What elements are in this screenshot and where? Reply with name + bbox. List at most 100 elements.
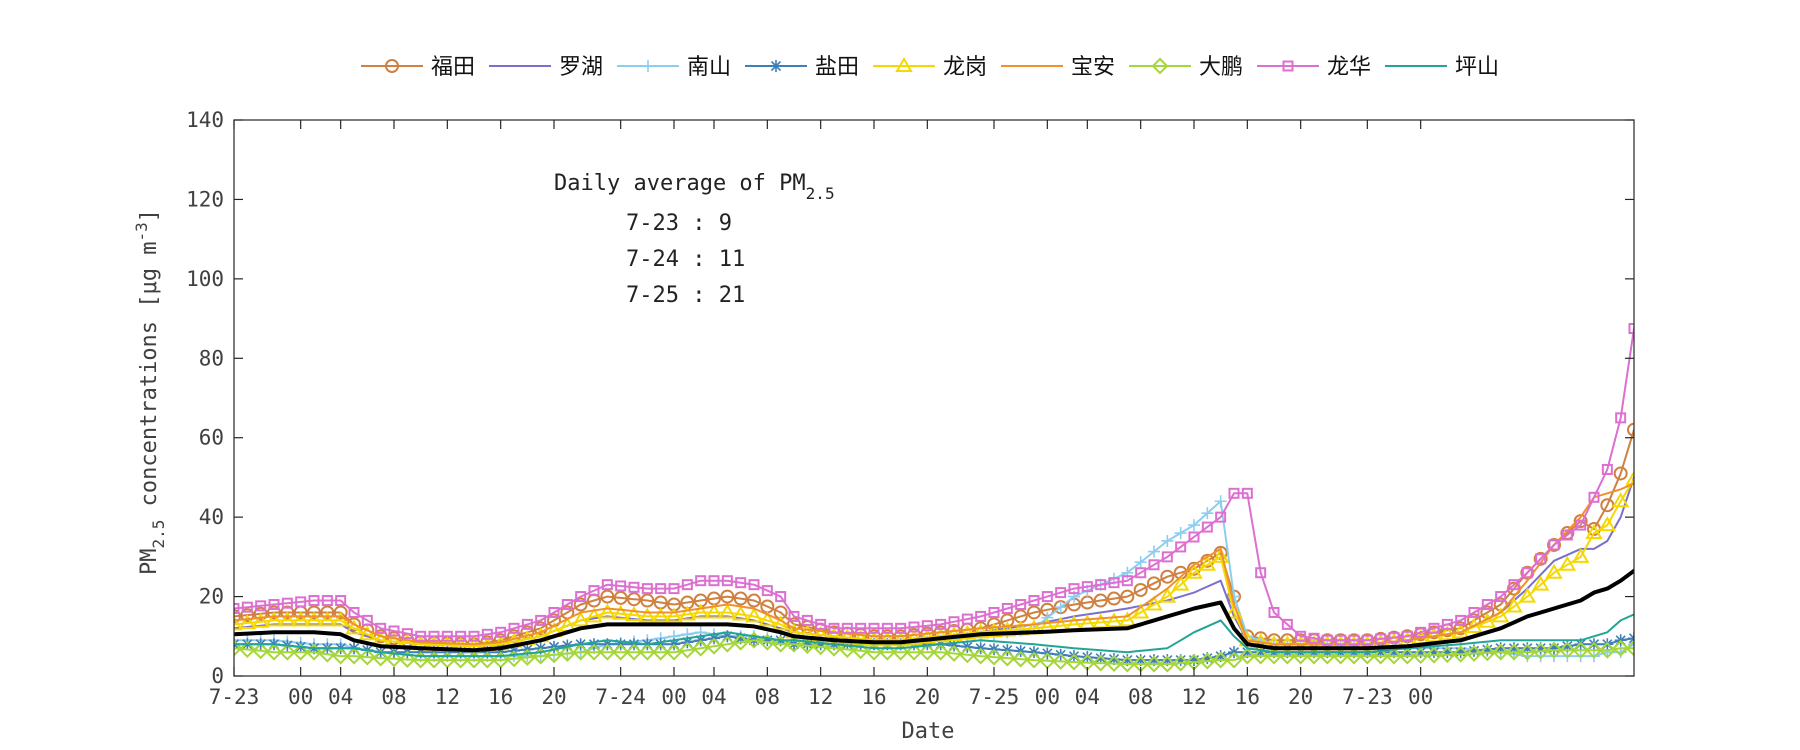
y-tick-label: 80 <box>199 346 224 370</box>
data-point <box>1345 647 1363 665</box>
data-point <box>625 606 643 622</box>
data-point <box>1532 642 1550 660</box>
data-point <box>385 650 403 668</box>
data-point <box>308 595 320 607</box>
series-line <box>234 321 1634 642</box>
data-point <box>1335 634 1347 646</box>
data-point <box>455 630 467 642</box>
data-point <box>798 637 816 654</box>
legend-item-宝安: 宝安 <box>1001 55 1115 80</box>
data-point <box>948 616 960 628</box>
data-point <box>1054 601 1067 614</box>
data-point <box>1427 625 1441 640</box>
data-point <box>1201 521 1213 533</box>
data-point <box>678 605 697 621</box>
data-point <box>918 628 937 644</box>
annotation-title: Daily average of PM2.5 <box>554 171 835 203</box>
series-宝安 <box>234 482 1634 646</box>
data-point <box>1133 582 1148 597</box>
x-tick-label: 04 <box>701 685 726 709</box>
data-point <box>681 579 693 591</box>
data-point <box>1171 575 1190 591</box>
data-point <box>734 632 747 645</box>
data-point <box>1012 650 1030 668</box>
data-point <box>558 645 576 662</box>
data-point <box>585 607 603 623</box>
data-point <box>1412 647 1430 665</box>
data-point <box>1561 640 1574 653</box>
data-point <box>372 649 390 667</box>
data-point <box>1361 634 1373 646</box>
data-point <box>1414 646 1427 659</box>
data-point <box>428 630 440 642</box>
y-tick-label: 40 <box>199 505 224 529</box>
data-point <box>1015 599 1027 611</box>
data-point <box>598 603 617 619</box>
data-point <box>878 643 896 661</box>
data-point <box>291 611 310 627</box>
data-point <box>841 622 853 634</box>
legend-item-龙岗: 龙岗 <box>873 55 987 80</box>
x-tick-label: 16 <box>1235 685 1260 709</box>
data-point <box>278 643 296 661</box>
data-point <box>1268 606 1280 618</box>
data-point <box>1188 531 1200 543</box>
data-point <box>1374 646 1387 659</box>
data-point <box>892 643 910 661</box>
data-point <box>1441 646 1454 659</box>
data-point <box>278 611 297 627</box>
data-point <box>961 613 973 625</box>
data-point <box>1694 637 1708 651</box>
data-point <box>1254 646 1267 659</box>
data-point <box>1425 646 1443 664</box>
data-point <box>1615 412 1627 424</box>
data-point <box>788 610 800 622</box>
data-point <box>945 645 963 662</box>
data-point <box>1611 492 1630 508</box>
data-point <box>720 589 735 604</box>
data-point <box>921 620 933 632</box>
data-point <box>1358 647 1376 665</box>
data-point <box>1295 630 1307 642</box>
data-point <box>652 643 670 661</box>
data-point <box>758 611 777 627</box>
data-point <box>1028 595 1040 607</box>
annotation-box: Daily average of PM2.5 7-23 : 9 7-24 : 11 7… <box>554 171 835 308</box>
data-point <box>1723 334 1732 343</box>
y-tick-label: 0 <box>211 664 224 688</box>
data-point <box>1161 551 1173 563</box>
series-line <box>234 477 1634 648</box>
series-line <box>234 482 1634 646</box>
data-point <box>972 647 990 665</box>
data-point <box>305 643 323 661</box>
data-point <box>814 638 827 651</box>
data-point <box>708 575 720 587</box>
data-point <box>1105 655 1123 673</box>
data-point <box>932 643 950 661</box>
legend-label: 盐田 <box>815 55 859 80</box>
data-point <box>908 621 920 633</box>
data-point <box>665 607 683 623</box>
data-point <box>1588 491 1600 503</box>
data-point <box>295 596 307 608</box>
data-point <box>600 589 615 604</box>
data-point <box>945 625 963 641</box>
data-point <box>388 625 400 637</box>
y-tick-label: 20 <box>199 585 224 609</box>
data-point <box>1108 653 1120 666</box>
data-point <box>1121 575 1133 587</box>
data-point <box>1265 647 1283 665</box>
data-point <box>1481 599 1493 611</box>
data-point <box>1598 641 1616 659</box>
data-point <box>627 592 641 607</box>
data-point <box>1145 595 1163 611</box>
data-point <box>238 614 257 630</box>
data-point <box>761 585 773 597</box>
data-point <box>655 583 667 595</box>
data-point <box>801 638 814 651</box>
data-point <box>1558 641 1576 659</box>
data-point <box>1491 607 1510 623</box>
data-point <box>1721 452 1733 464</box>
data-point <box>1547 537 1561 552</box>
data-point <box>1305 647 1323 665</box>
